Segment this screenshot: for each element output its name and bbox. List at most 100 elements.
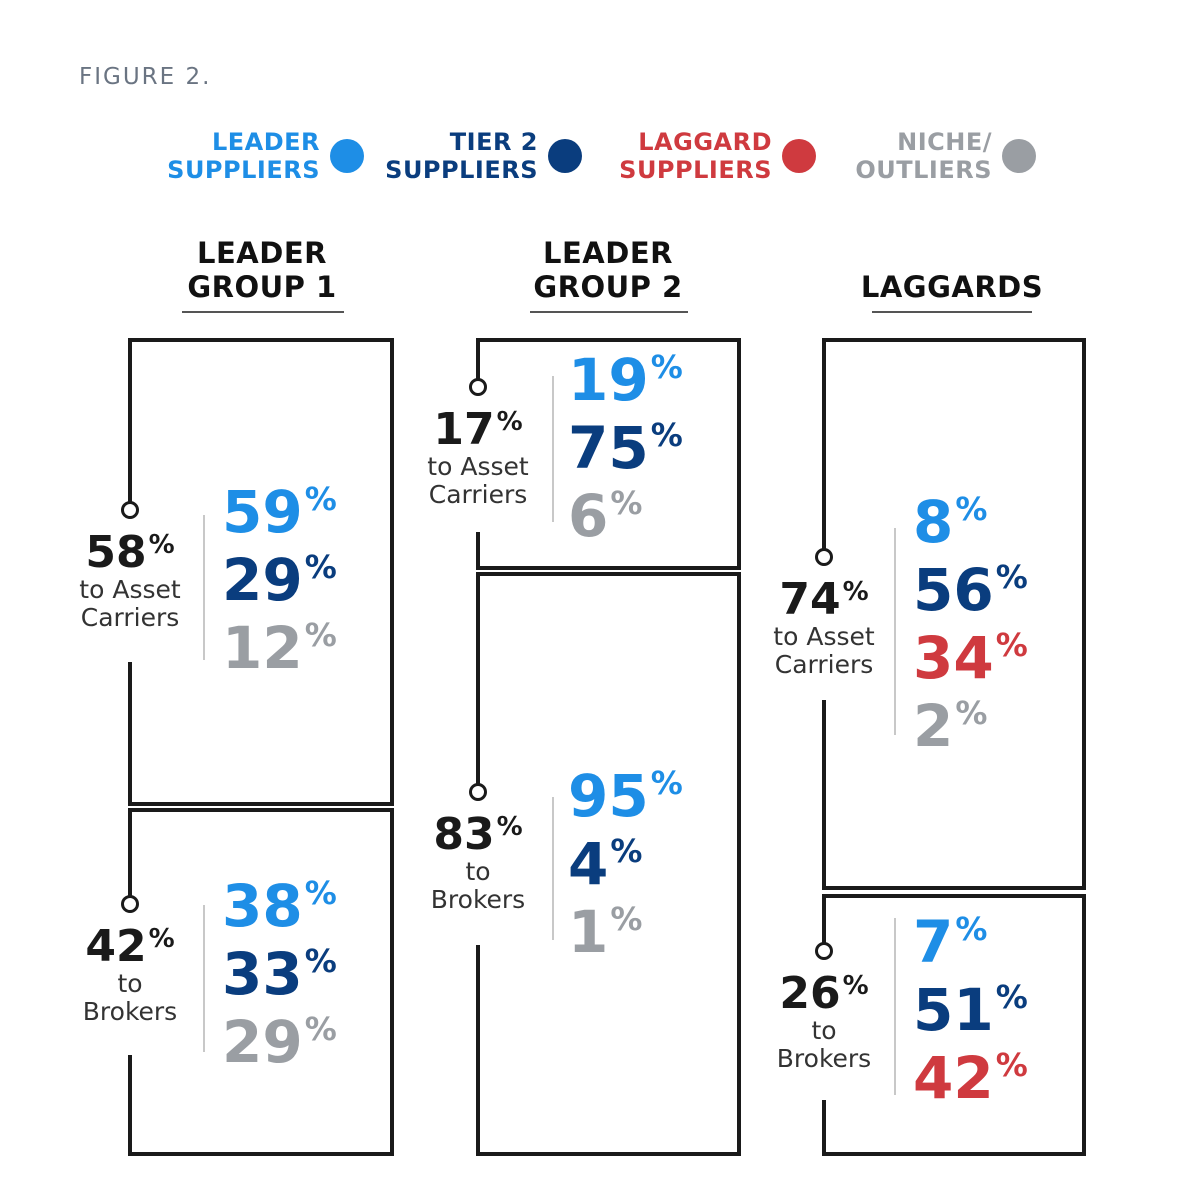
percent-sign: % [148, 924, 175, 954]
percent-sign: % [995, 1046, 1028, 1084]
legend-label-line2: SUPPLIERS [385, 156, 538, 184]
breakdown-values: 7% 51% 42% [913, 908, 1028, 1112]
title-underline [530, 311, 688, 313]
percent-sign: % [955, 910, 988, 948]
box-left-lower [128, 1055, 132, 1156]
breakdown-number: 12 [222, 614, 303, 682]
percent-sign: % [304, 1010, 337, 1048]
box-bottom [476, 566, 741, 570]
share-label: 17% to Asset Carriers [396, 407, 560, 509]
box-right [737, 338, 741, 570]
share-percent: 17% [396, 407, 560, 453]
box-left-lower [822, 1100, 826, 1156]
breakdown-values: 19% 75% 6% [568, 346, 683, 550]
share-value: 74 [779, 574, 841, 625]
breakdown-value: 38% [222, 872, 337, 940]
percent-sign: % [842, 971, 869, 1001]
group-title-line1: LEADER [197, 236, 327, 270]
title-underline [872, 311, 1032, 313]
connector-circle-icon [469, 378, 487, 396]
breakdown-number: 29 [222, 546, 303, 614]
share-label: 74% to Asset Carriers [742, 577, 906, 679]
percent-sign: % [610, 832, 643, 870]
breakdown-number: 19 [568, 346, 649, 414]
dot-icon [330, 139, 364, 173]
percent-sign: % [955, 490, 988, 528]
share-desc-line2: Carriers [428, 480, 528, 509]
breakdown-value: 29% [222, 1008, 337, 1076]
legend-label-line2: SUPPLIERS [167, 156, 320, 184]
breakdown-number: 51 [913, 976, 994, 1044]
box-left-upper [476, 338, 480, 380]
dot-icon [1002, 139, 1036, 173]
share-label: 42% to Brokers [48, 924, 212, 1026]
share-value: 42 [85, 921, 147, 972]
breakdown-value: 95% [568, 762, 683, 830]
breakdown-number: 95 [568, 762, 649, 830]
box-top [128, 338, 394, 342]
percent-sign: % [955, 694, 988, 732]
share-value: 83 [433, 809, 495, 860]
share-desc-line2: Brokers [776, 1044, 872, 1073]
legend-item: TIER 2 SUPPLIERS [385, 128, 582, 184]
box-bottom [822, 1152, 1086, 1156]
box-left-lower [476, 945, 480, 1156]
box-left-lower [128, 662, 132, 806]
percent-sign: % [842, 577, 869, 607]
breakdown-number: 7 [913, 908, 954, 976]
breakdown-value: 75% [568, 414, 683, 482]
divider [894, 528, 896, 735]
percent-sign: % [304, 548, 337, 586]
legend-label-line1: NICHE/ [897, 128, 992, 156]
legend-item: NICHE/OUTLIERS [855, 128, 1036, 184]
share-desc-line1: to Asset [79, 575, 181, 604]
divider [894, 918, 896, 1095]
box-right [390, 338, 394, 806]
breakdown-number: 34 [913, 624, 994, 692]
legend-label: NICHE/OUTLIERS [855, 128, 992, 184]
breakdown-number: 33 [222, 940, 303, 1008]
percent-sign: % [304, 480, 337, 518]
percent-sign: % [610, 484, 643, 522]
breakdown-value: 29% [222, 546, 337, 614]
box-bottom [128, 1152, 394, 1156]
breakdown-value: 19% [568, 346, 683, 414]
percent-sign: % [304, 616, 337, 654]
percent-sign: % [148, 530, 175, 560]
dot-icon [782, 139, 816, 173]
divider [203, 905, 205, 1052]
breakdown-value: 34% [913, 624, 1028, 692]
group-title-line2: GROUP 2 [533, 270, 683, 304]
breakdown-values: 59% 29% 12% [222, 478, 337, 682]
box-top [476, 338, 741, 342]
breakdown-value: 8% [913, 488, 1028, 556]
percent-sign: % [995, 626, 1028, 664]
breakdown-value: 56% [913, 556, 1028, 624]
breakdown-value: 51% [913, 976, 1028, 1044]
legend-item: LAGGARD SUPPLIERS [619, 128, 816, 184]
share-label: 26% to Brokers [742, 971, 906, 1073]
share-percent: 74% [742, 577, 906, 623]
box-top [822, 894, 1086, 898]
legend-label-line1: LEADER [211, 128, 320, 156]
box-right [1082, 338, 1086, 890]
group-title-line2: GROUP 1 [187, 270, 337, 304]
breakdown-value: 42% [913, 1044, 1028, 1112]
legend-item: LEADER SUPPLIERS [167, 128, 364, 184]
box-right [390, 808, 394, 1156]
share-desc-line1: to Asset [773, 622, 875, 651]
breakdown-number: 38 [222, 872, 303, 940]
share-percent: 83% [396, 812, 560, 858]
share-desc-line1: to Asset [427, 452, 529, 481]
title-underline [182, 311, 344, 313]
percent-sign: % [650, 416, 683, 454]
breakdown-value: 2% [913, 692, 1028, 760]
percent-sign: % [304, 942, 337, 980]
breakdown-value: 12% [222, 614, 337, 682]
box-bottom [128, 802, 394, 806]
percent-sign: % [496, 407, 523, 437]
box-left-upper [476, 572, 480, 785]
box-top [822, 338, 1086, 342]
breakdown-values: 8% 56% 34% 2% [913, 488, 1028, 760]
share-desc-line1: to [117, 969, 143, 998]
